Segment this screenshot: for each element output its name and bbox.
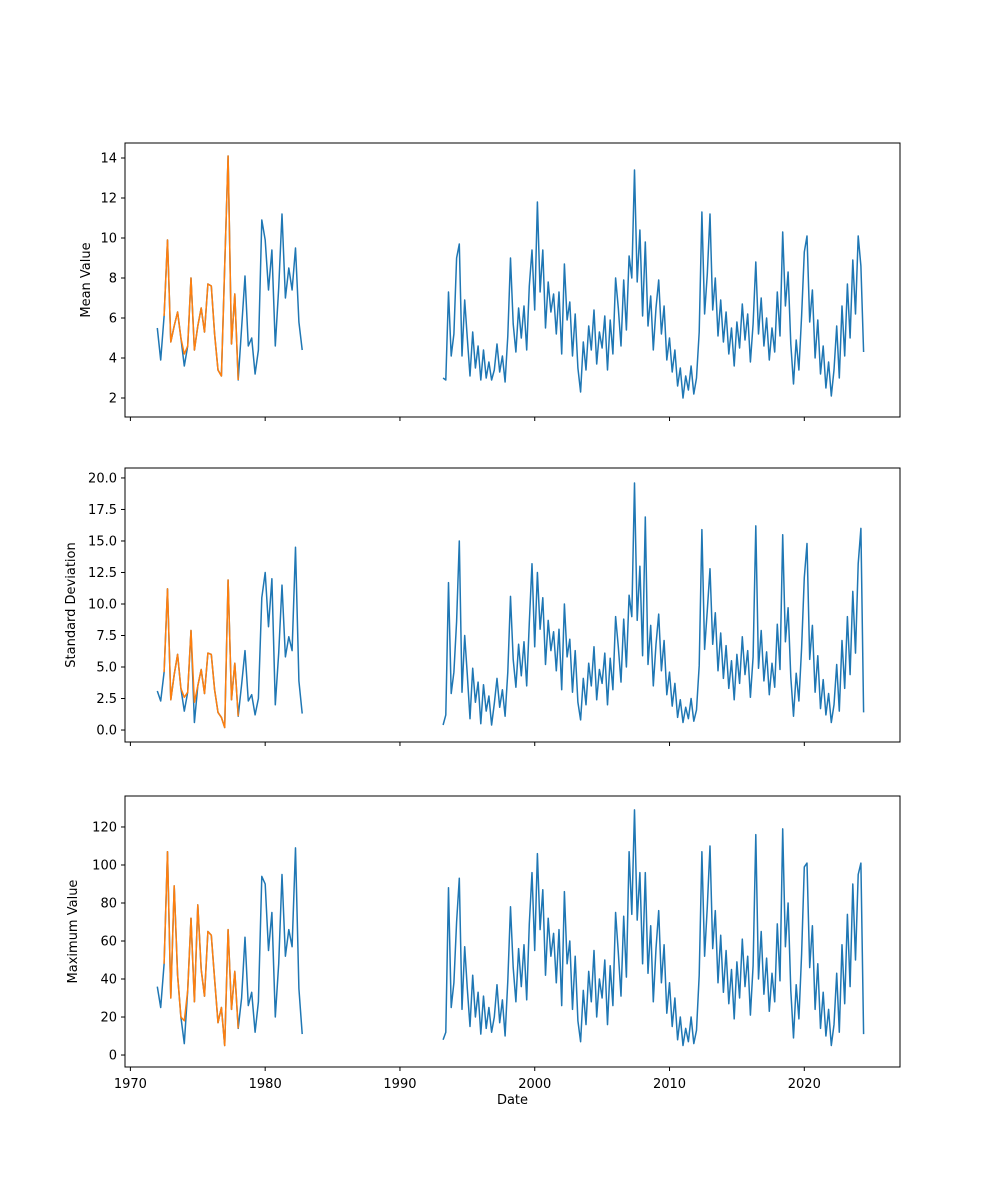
x-tick-label: 1990 xyxy=(383,1077,416,1092)
subplot-mean-value: 2 4 6 8 10 12 14 Mean Value xyxy=(79,142,901,421)
y-tick-label: 10.0 xyxy=(88,597,117,612)
max-1972-1982-line xyxy=(156,847,303,1047)
x-tick-label: 1980 xyxy=(249,1077,282,1092)
subplot-standard-deviation: 0.0 2.5 5.0 7.5 10.0 12.5 15.0 17.5 20.0 Standard… xyxy=(64,467,901,746)
y-axis-label: Maximum Value xyxy=(66,880,81,984)
y-tick-label: 2 xyxy=(109,392,117,407)
std-highlight-1972-1978-line xyxy=(163,579,239,729)
y-tick-label: 14 xyxy=(100,152,117,167)
x-tick-label: 1970 xyxy=(114,1077,147,1092)
y-tick-label: 15.0 xyxy=(88,534,117,549)
plot-frame xyxy=(124,467,901,743)
y-tick-label: 4 xyxy=(109,352,117,367)
y-tick-label: 0.0 xyxy=(96,724,117,739)
y-tick-label: 60 xyxy=(100,935,117,950)
mean-highlight-1972-1978-line xyxy=(163,155,239,381)
y-tick-label: 100 xyxy=(92,858,117,873)
y-tick-label: 0 xyxy=(109,1049,117,1064)
max-highlight-1972-1978-line xyxy=(163,850,239,1047)
y-tick-label: 17.5 xyxy=(88,503,117,518)
y-tick-label: 20.0 xyxy=(88,471,117,486)
subplot-maximum-value: 0 20 40 60 80 100 120 1970 1980 1990 2000 2010 2020 M… xyxy=(66,795,901,1108)
x-tick-label: 2020 xyxy=(788,1077,821,1092)
y-tick-label: 10 xyxy=(100,232,117,247)
y-tick-label: 120 xyxy=(92,820,117,835)
y-tick-label: 6 xyxy=(109,312,117,327)
plot-frame xyxy=(124,795,901,1068)
plot-frame xyxy=(124,142,901,418)
y-tick-label: 8 xyxy=(109,272,117,287)
x-tick-label: 2010 xyxy=(653,1077,686,1092)
max-1993-2024-line xyxy=(442,809,865,1047)
x-tick-label: 2000 xyxy=(518,1077,551,1092)
y-axis-label: Standard Deviation xyxy=(64,542,79,667)
y-tick-label: 2.5 xyxy=(96,692,117,707)
y-tick-label: 12 xyxy=(100,192,117,207)
y-tick-label: 7.5 xyxy=(96,629,117,644)
x-axis-label: Date xyxy=(497,1093,528,1108)
mean-1993-2024-line xyxy=(442,169,865,399)
std-1993-2024-line xyxy=(442,482,865,726)
y-axis-label: Mean Value xyxy=(79,242,94,317)
y-tick-label: 12.5 xyxy=(88,566,117,581)
y-tick-label: 40 xyxy=(100,973,117,988)
y-tick-label: 5.0 xyxy=(96,661,117,676)
y-tick-label: 20 xyxy=(100,1011,117,1026)
y-tick-label: 80 xyxy=(100,896,117,911)
